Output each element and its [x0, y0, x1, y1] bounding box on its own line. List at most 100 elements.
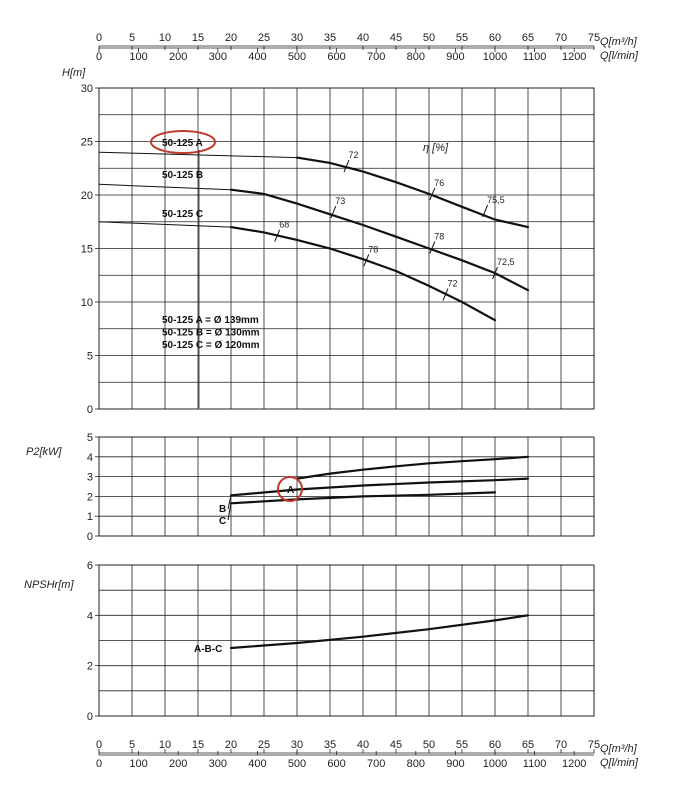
top-m3h-tick-label: 40: [357, 32, 369, 44]
power-curve-2: [229, 491, 497, 505]
head-ytick-label: 25: [81, 137, 93, 149]
impeller-legend-0: 50-125 A = Ø 139mm: [162, 315, 259, 326]
top-m3h-tick-label: 0: [96, 32, 102, 44]
power-curve-0: [295, 455, 530, 480]
head-ytick-label: 10: [81, 297, 93, 309]
top-lmin-tick-label: 500: [288, 51, 306, 63]
bottom-m3h-tick-label: 70: [555, 739, 567, 751]
bottom-lmin-tick-label: 600: [327, 758, 345, 770]
efficiency-value-0: 72: [349, 150, 359, 160]
bottom-lmin-tick-label: 200: [169, 758, 187, 770]
bottom-m3h-tick-label: 55: [456, 739, 468, 751]
highlight-circle-a: [277, 476, 303, 502]
npsh-axis-label: NPSHr[m]: [24, 579, 74, 591]
top-m3h-tick-label: 15: [192, 32, 204, 44]
head-curve-label-2: 50-125 C: [162, 209, 203, 220]
efficiency-value-4: 78: [434, 231, 444, 241]
efficiency-value-5: 72,5: [497, 257, 515, 267]
power-ytick-label: 1: [87, 511, 93, 523]
efficiency-value-7: 78: [368, 244, 378, 254]
top-m3h-tick-label: 35: [324, 32, 336, 44]
bottom-lmin-tick-label: 800: [407, 758, 425, 770]
top-lmin-tick-label: 600: [327, 51, 345, 63]
efficiency-value-6: 68: [279, 220, 289, 230]
head-curve-thin-1: [98, 183, 232, 191]
bottom-m3h-tick-label: 45: [390, 739, 402, 751]
bottom-m3h-tick-label: 50: [423, 739, 435, 751]
power-ytick-label: 2: [87, 491, 93, 503]
bottom-m3h-tick-label: 60: [489, 739, 501, 751]
top-lmin-tick-label: 400: [248, 51, 266, 63]
npsh-ytick-label: 6: [87, 560, 93, 572]
bottom-m3h-tick-label: 20: [225, 739, 237, 751]
head-ytick-label: 5: [87, 351, 93, 363]
bottom-m3h-tick-label: 0: [96, 739, 102, 751]
bottom-m3h-tick-label: 65: [522, 739, 534, 751]
efficiency-tick-7: [363, 254, 370, 267]
npsh-ytick-label: 0: [87, 711, 93, 723]
efficiency-tick-5: [492, 266, 498, 280]
top-m3h-tick-label: 65: [522, 32, 534, 44]
efficiency-value-2: 75,5: [487, 195, 505, 205]
head-curve-thin-2: [98, 221, 232, 228]
impeller-legend-1: 50-125 B = Ø 130mm: [162, 328, 260, 339]
bottom-m3h-tick-label: 30: [291, 739, 303, 751]
top-m3h-tick-label: 5: [129, 32, 135, 44]
top-lmin-tick-label: 200: [169, 51, 187, 63]
power-curve-label-0: A: [287, 485, 294, 496]
bottom-lmin-tick-label: 1200: [562, 758, 586, 770]
top-lmin-tick-label: 300: [209, 51, 227, 63]
head-ytick-label: 0: [87, 404, 93, 416]
efficiency-value-8: 72: [448, 279, 458, 289]
efficiency-tick-3: [330, 205, 337, 219]
top-m3h-axis-label: Q[m³/h]: [600, 36, 638, 48]
bottom-m3h-tick-label: 15: [192, 739, 204, 751]
power-ytick-label: 4: [87, 452, 93, 464]
bottom-lmin-tick-label: 1000: [483, 758, 507, 770]
power-label-connector-c: [227, 503, 232, 521]
power-axis-label: P2[kW]: [26, 446, 62, 458]
efficiency-tick-8: [442, 288, 449, 301]
highlight-ellipse-a: [150, 130, 216, 154]
head-curve-label-1: 50-125 B: [162, 170, 203, 181]
bottom-lmin-tick-label: 0: [96, 758, 102, 770]
bottom-m3h-tick-label: 25: [258, 739, 270, 751]
bottom-lmin-tick-label: 900: [446, 758, 464, 770]
head-curve-1: [229, 188, 530, 292]
efficiency-value-1: 76: [434, 178, 444, 188]
bottom-m3h-tick-label: 75: [588, 739, 600, 751]
top-m3h-tick-label: 45: [390, 32, 402, 44]
power-ytick-label: 3: [87, 472, 93, 484]
bottom-lmin-axis-label: Q[l/min]: [600, 757, 639, 769]
top-m3h-tick-label: 10: [159, 32, 171, 44]
top-lmin-tick-label: 1200: [562, 51, 586, 63]
power-frame: [98, 436, 595, 537]
top-m3h-tick-label: 70: [555, 32, 567, 44]
npsh-ytick-label: 4: [87, 610, 93, 622]
power-curve-label-2: C: [219, 516, 226, 527]
power-label-connector-b: [227, 495, 232, 510]
top-lmin-axis-label: Q[l/min]: [600, 50, 639, 62]
head-ytick-label: 30: [81, 83, 93, 95]
top-m3h-tick-label: 60: [489, 32, 501, 44]
efficiency-tick-0: [343, 159, 350, 173]
top-m3h-tick-label: 55: [456, 32, 468, 44]
head-axis-label: H[m]: [62, 67, 86, 79]
head-curve-0: [295, 156, 530, 229]
bottom-lmin-tick-label: 700: [367, 758, 385, 770]
top-lmin-tick-label: 100: [129, 51, 147, 63]
top-m3h-tick-label: 20: [225, 32, 237, 44]
head-curve-label-0: 50-125 A: [162, 138, 203, 149]
bottom-lmin-tick-label: 400: [248, 758, 266, 770]
head-curve-thin-0: [98, 151, 298, 159]
efficiency-tick-4: [429, 241, 436, 254]
bottom-m3h-tick-label: 40: [357, 739, 369, 751]
head-ytick-label: 20: [81, 190, 93, 202]
npsh-curve-0: [229, 614, 530, 650]
efficiency-value-3: 73: [335, 196, 345, 206]
bottom-lmin-tick-label: 1100: [523, 758, 547, 770]
npsh-curve-label-0: A-B-C: [194, 644, 222, 655]
bottom-m3h-axis-label: Q[m³/h]: [600, 743, 638, 755]
efficiency-label: η [%]: [423, 142, 449, 154]
